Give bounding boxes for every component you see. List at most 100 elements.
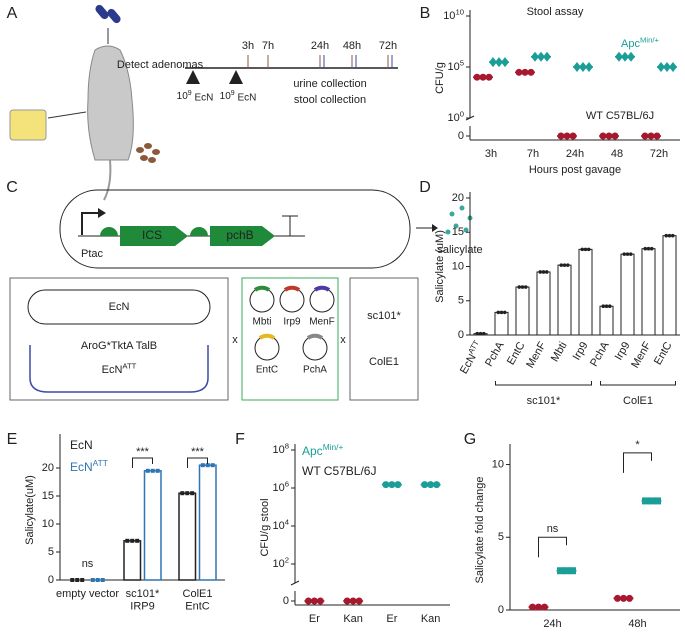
x-tick-label: Irp9 bbox=[571, 340, 591, 362]
text-part: Apc bbox=[302, 444, 323, 458]
pellet bbox=[148, 157, 156, 163]
text-part: 10 bbox=[177, 91, 189, 102]
bar-dot bbox=[496, 310, 501, 315]
text-part: 10 bbox=[272, 444, 284, 456]
plasmid-box bbox=[59, 189, 411, 269]
y-tick-label: 1010 bbox=[443, 8, 464, 22]
text-part: 10 bbox=[447, 61, 459, 73]
insert bbox=[258, 333, 276, 340]
strain-ecn bbox=[27, 289, 211, 325]
enzyme-label: MenF bbox=[309, 317, 335, 328]
enzyme-label: PchA bbox=[303, 365, 327, 376]
text-part: ColE1 bbox=[183, 588, 213, 600]
bar-dot bbox=[523, 285, 528, 289]
salicylate-dot bbox=[453, 223, 459, 229]
y-tick-label: 0 bbox=[48, 574, 54, 586]
bar bbox=[178, 492, 197, 581]
significance: ns bbox=[82, 558, 94, 570]
x-tick-label: 48h bbox=[628, 618, 646, 630]
insert bbox=[283, 285, 301, 292]
y-tick-label: 20 bbox=[452, 192, 464, 204]
y-tick-label: 102 bbox=[272, 556, 289, 570]
group-label: sc101* bbox=[527, 395, 561, 407]
plasmid-box bbox=[349, 277, 419, 401]
plasmid bbox=[302, 335, 328, 361]
arrow bbox=[47, 111, 87, 119]
product-label: salicylate bbox=[437, 244, 482, 256]
strain-label: EcNATT bbox=[102, 362, 137, 376]
text-part: 6 bbox=[285, 480, 289, 489]
bar-dot bbox=[90, 578, 95, 582]
x-tick-label: MenF bbox=[524, 340, 549, 371]
insert bbox=[313, 285, 331, 292]
bar bbox=[123, 540, 142, 581]
plasmid bbox=[249, 287, 275, 313]
text-part: 5 bbox=[460, 59, 464, 68]
y-tick-label: 0 bbox=[498, 604, 504, 616]
strain-box bbox=[9, 277, 229, 401]
significance: *** bbox=[136, 446, 150, 458]
bar-dot bbox=[145, 468, 150, 473]
y-axis-label: Salicylate fold change bbox=[474, 476, 486, 583]
terminator bbox=[282, 215, 298, 236]
bar-dot bbox=[210, 463, 215, 468]
y-tick-label: 20 bbox=[42, 462, 54, 474]
text-part: EcN bbox=[458, 352, 479, 376]
text-part: 10 bbox=[220, 91, 232, 102]
text-part: 2 bbox=[285, 556, 289, 565]
legend-entry: ApcMin/+ bbox=[302, 442, 344, 458]
x-tick-label: EcNATT bbox=[456, 339, 486, 377]
promoter-head bbox=[98, 208, 106, 218]
bar-dot bbox=[538, 270, 543, 274]
bar bbox=[536, 271, 551, 336]
bar-dot bbox=[481, 331, 486, 336]
bar-dot bbox=[80, 578, 85, 582]
bar-dot bbox=[580, 247, 585, 252]
y-tick-label: 0 bbox=[458, 130, 464, 142]
x-tick-label: 7h bbox=[527, 148, 539, 160]
enzyme-label: Irp9 bbox=[283, 317, 301, 328]
text-part: sc101* bbox=[126, 588, 160, 600]
time-label: 72h bbox=[379, 40, 397, 52]
cup bbox=[9, 109, 47, 141]
text-part: ATT bbox=[93, 458, 108, 468]
bar-dot bbox=[562, 263, 567, 267]
text-part: 10 bbox=[443, 10, 455, 22]
group-bracket bbox=[600, 381, 676, 386]
pellet bbox=[140, 155, 148, 161]
text-part: 10 bbox=[272, 558, 284, 570]
promoter-label: Ptac bbox=[81, 248, 104, 260]
panel-letter: A bbox=[7, 5, 18, 22]
group-bracket bbox=[495, 381, 592, 386]
x-tick-label: MenF bbox=[629, 340, 654, 371]
legend-entry: WT C57BL/6J bbox=[302, 464, 376, 478]
bar-dot bbox=[622, 252, 627, 256]
text-part: EntC bbox=[185, 601, 210, 613]
panel-letter: E bbox=[7, 431, 18, 448]
bar-dot bbox=[583, 247, 588, 252]
bar-dot bbox=[601, 304, 606, 309]
bar-dot bbox=[586, 247, 591, 252]
plasmid bbox=[279, 287, 305, 313]
time-label: 48h bbox=[343, 40, 361, 52]
bar bbox=[599, 305, 614, 336]
bar bbox=[620, 253, 635, 336]
bar-dot bbox=[625, 252, 630, 256]
bar-dot bbox=[475, 331, 480, 336]
legend-entry: ApcMin/+ bbox=[621, 36, 659, 50]
y-tick-label: 10 bbox=[492, 458, 504, 470]
legend-entry: EcNATT bbox=[70, 458, 108, 474]
strain-label: EcN bbox=[109, 301, 130, 313]
x-tick-label: Er bbox=[386, 613, 397, 625]
text-part: EcN bbox=[102, 364, 123, 376]
bar bbox=[494, 311, 509, 336]
bar-dot bbox=[643, 246, 648, 251]
modification-label: AroG*TktA TalB bbox=[81, 340, 157, 352]
y-tick-label: 5 bbox=[48, 546, 54, 558]
text-part: 8 bbox=[285, 442, 289, 451]
text-part: 9 bbox=[188, 90, 192, 97]
bar bbox=[557, 264, 572, 336]
sig-bracket bbox=[187, 457, 208, 468]
text-part: 4 bbox=[285, 518, 290, 527]
